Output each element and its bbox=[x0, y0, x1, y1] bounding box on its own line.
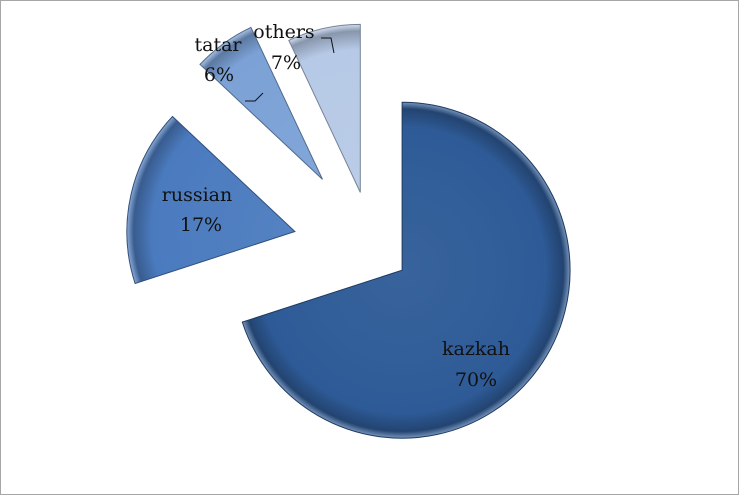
pie-slice-others bbox=[288, 23, 361, 193]
slice-percent-russian: 17% bbox=[180, 214, 222, 236]
pie-slices bbox=[126, 23, 571, 439]
slice-label-tatar: tatar bbox=[194, 34, 242, 56]
slice-label-others: others bbox=[253, 21, 314, 43]
slice-percent-others: 7% bbox=[271, 52, 301, 74]
slice-percent-tatar: 6% bbox=[204, 64, 234, 86]
leader-lines bbox=[245, 37, 335, 102]
pie-slice-russian bbox=[126, 115, 296, 285]
slice-percent-kazkah: 70% bbox=[455, 369, 497, 391]
slice-label-kazkah: kazkah bbox=[442, 338, 510, 360]
leader-line-tatar bbox=[245, 92, 264, 102]
pie-slice-tatar bbox=[199, 26, 323, 180]
slice-labels: kazkah 70% russian 17% tatar 6% others 7… bbox=[162, 21, 510, 391]
pie-slice-kazkah bbox=[241, 101, 571, 439]
slice-label-russian: russian bbox=[162, 184, 232, 206]
leader-line-others bbox=[321, 37, 335, 54]
